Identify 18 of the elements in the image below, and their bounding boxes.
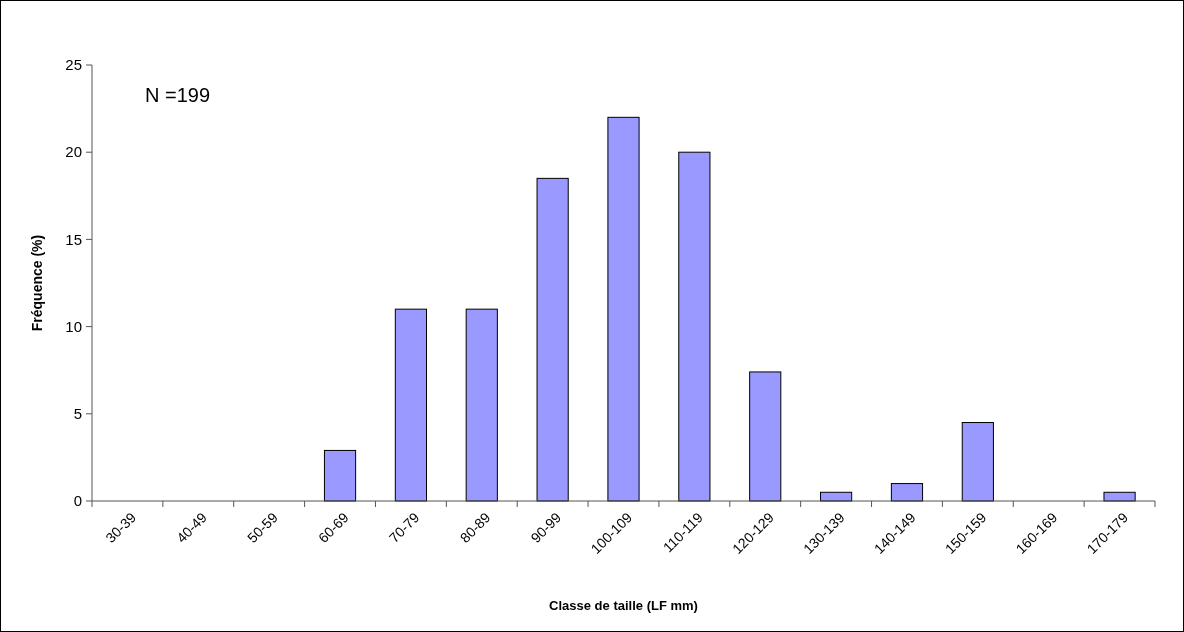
y-axis-title: Fréquence (%) [29,234,45,332]
bar [890,483,924,502]
bar [678,151,711,502]
bar [607,116,640,502]
y-tick-label: 20 [65,143,82,161]
bar [961,422,994,502]
y-tick-label: 10 [65,317,82,335]
y-tick-label: 0 [73,492,82,510]
bar [749,371,782,502]
bar [394,308,427,502]
y-tick-label: 15 [65,230,82,248]
bar [323,449,357,502]
annotation: N =199 [145,84,211,106]
y-tick-label: 25 [65,56,82,74]
y-tick-label: 5 [73,405,82,423]
x-axis-title: Classe de taille (LF mm) [549,598,698,613]
bar [465,308,498,502]
bar [536,177,569,502]
